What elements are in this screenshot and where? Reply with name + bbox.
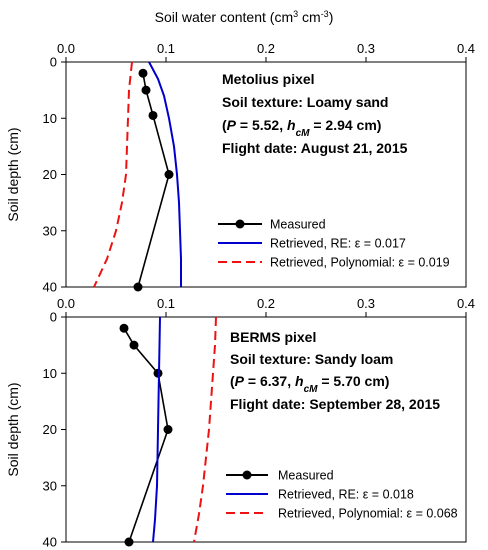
top-panel-legend-label-2: Retrieved, Polynomial: ε = 0.019 [270, 256, 450, 270]
bottom-panel-series-1-line [152, 316, 161, 543]
top-panel-series-0-line [137, 73, 170, 288]
top-panel-y-tick-label: 20 [43, 167, 57, 182]
bottom-panel-annotation-0: BERMS pixel [230, 329, 316, 345]
bottom-panel-measured-point [119, 323, 129, 333]
top-panel-annotation-0: Metolius pixel [222, 71, 315, 87]
top-panel-legend-label-0: Measured [270, 218, 326, 232]
bottom-panel-y-tick-label: 40 [43, 535, 57, 550]
top-panel-x-tick-label: 0.3 [357, 41, 375, 56]
top-panel-series-2-line [93, 61, 133, 288]
bottom-panel-measured-point [129, 340, 139, 350]
top-panel-y-tick-label: 0 [50, 55, 57, 70]
bottom-panel-x-tick-label: 0.0 [57, 296, 75, 311]
top-panel-legend-marker [235, 219, 245, 229]
bottom-panel-y-axis-title: Soil depth (cm) [5, 382, 21, 476]
top-panel-annotation-1: Soil texture: Loamy sand [222, 94, 388, 110]
x-axis-title: Soil water content (cm3 cm-3) [155, 9, 334, 25]
bottom-panel-x-tick-label: 0.1 [157, 296, 175, 311]
bottom-panel-measured-point [153, 368, 163, 378]
bottom-panel-x-tick-label: 0.3 [357, 296, 375, 311]
bottom-panel-measured-point [124, 537, 134, 547]
bottom-panel-x-tick-label: 0.2 [257, 296, 275, 311]
top-panel-series-1-line [148, 61, 182, 287]
top-panel-x-tick-label: 0.0 [57, 41, 75, 56]
top-panel-legend-label-1: Retrieved, RE: ε = 0.017 [270, 237, 406, 251]
top-panel-measured-point [133, 282, 143, 292]
top-panel-y-tick-label: 10 [43, 111, 57, 126]
bottom-panel-legend-marker [242, 470, 252, 480]
top-panel-measured-point [141, 85, 151, 95]
top-panel-x-tick-label: 0.1 [157, 41, 175, 56]
bottom-panel-series-0-line [123, 327, 169, 543]
bottom-panel-y-tick-label: 10 [43, 366, 57, 381]
bottom-panel-series-2-line [193, 316, 217, 543]
bottom-panel-y-tick-label: 20 [43, 422, 57, 437]
top-panel-measured-point [148, 110, 158, 120]
bottom-panel-y-tick-label: 0 [50, 310, 57, 325]
top-panel-measured-point [164, 170, 174, 179]
bottom-panel-legend-label-2: Retrieved, Polynomial: ε = 0.068 [278, 507, 458, 521]
bottom-panel-annotation-1: Soil texture: Sandy loam [230, 351, 393, 367]
top-panel-measured-point [138, 68, 148, 78]
bottom-panel-legend-label-0: Measured [278, 469, 334, 483]
top-panel-annotation-2: (P = 5.52, hcM = 2.94 cm) [222, 117, 381, 139]
bottom-panel-annotation-2: (P = 6.37, hcM = 5.70 cm) [230, 373, 389, 395]
bottom-panel-measured-point [163, 425, 173, 434]
top-panel-y-tick-label: 30 [43, 223, 57, 238]
top-panel-annotation-3: Flight date: August 21, 2015 [222, 140, 408, 156]
bottom-panel-x-tick-label: 0.4 [457, 296, 475, 311]
bottom-panel-y-tick-label: 30 [43, 478, 57, 493]
top-panel-x-tick-label: 0.4 [457, 41, 475, 56]
bottom-panel-legend-label-1: Retrieved, RE: ε = 0.018 [278, 488, 414, 502]
bottom-panel-annotation-3: Flight date: September 28, 2015 [230, 396, 440, 412]
top-panel-y-axis-title: Soil depth (cm) [5, 127, 21, 221]
top-panel-x-tick-label: 0.2 [257, 41, 275, 56]
top-panel-y-tick-label: 40 [43, 280, 57, 295]
